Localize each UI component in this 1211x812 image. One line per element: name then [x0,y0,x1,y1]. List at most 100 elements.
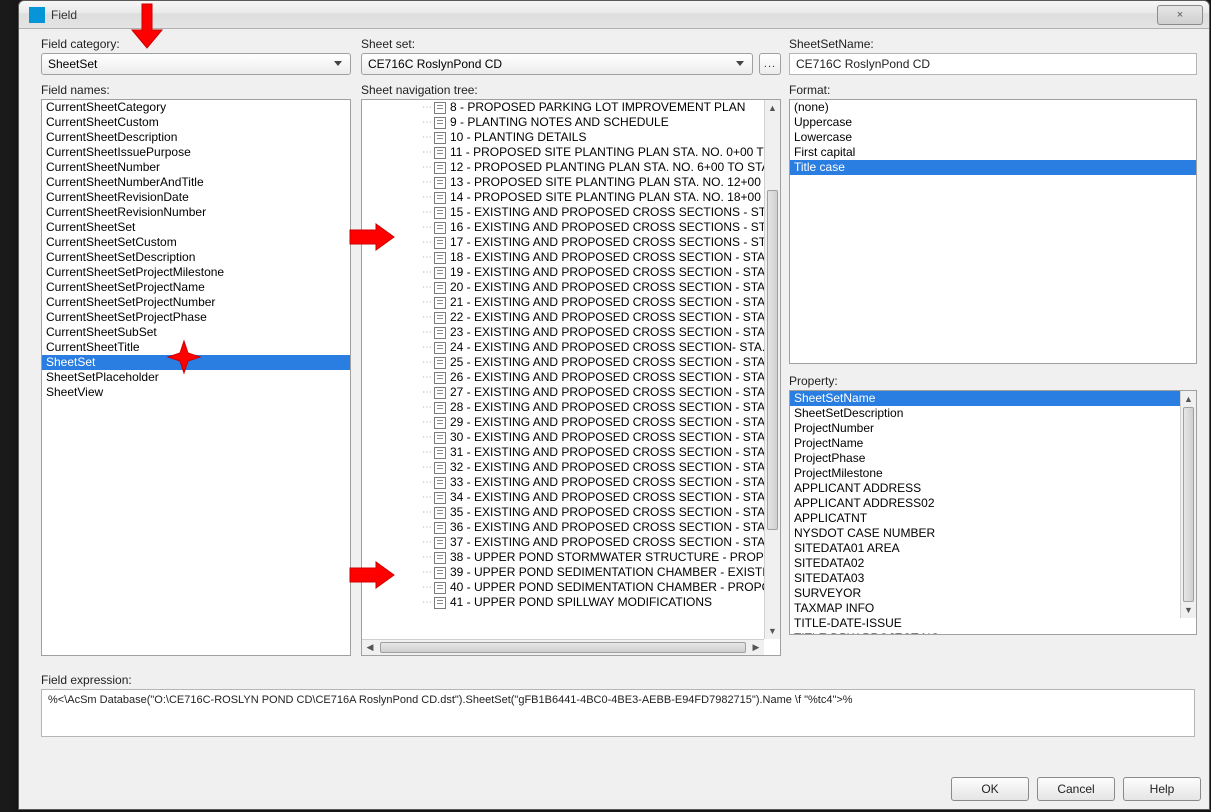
scroll-thumb-vertical[interactable] [1183,407,1194,602]
sheet-tree-item[interactable]: ⋯29 - EXISTING AND PROPOSED CROSS SECTIO… [422,415,764,430]
field-name-item[interactable]: SheetView [42,385,350,400]
scroll-right-button[interactable]: ▶ [748,640,764,655]
sheet-tree-item[interactable]: ⋯18 - EXISTING AND PROPOSED CROSS SECTIO… [422,250,764,265]
sheet-tree-item[interactable]: ⋯36 - EXISTING AND PROPOSED CROSS SECTIO… [422,520,764,535]
format-item[interactable]: (none) [790,100,1196,115]
scroll-up-button[interactable]: ▲ [1181,391,1196,407]
property-item[interactable]: TAXMAP INFO [790,601,1180,616]
property-item[interactable]: TITLE-DPW-PROJECT-NO [790,631,1180,634]
scroll-thumb-vertical[interactable] [767,190,778,530]
format-item[interactable]: Title case [790,160,1196,175]
field-category-combo[interactable]: SheetSet [41,53,351,75]
property-vertical-scrollbar[interactable]: ▲ ▼ [1180,391,1196,618]
sheet-tree-item[interactable]: ⋯21 - EXISTING AND PROPOSED CROSS SECTIO… [422,295,764,310]
format-listbox[interactable]: (none)UppercaseLowercaseFirst capitalTit… [789,99,1197,364]
format-item[interactable]: Lowercase [790,130,1196,145]
sheet-tree-item[interactable]: ⋯14 - PROPOSED SITE PLANTING PLAN STA. N… [422,190,764,205]
sheet-tree-item[interactable]: ⋯37 - EXISTING AND PROPOSED CROSS SECTIO… [422,535,764,550]
sheet-tree-item[interactable]: ⋯10 - PLANTING DETAILS [422,130,764,145]
cancel-button[interactable]: Cancel [1037,777,1115,801]
scroll-up-button[interactable]: ▲ [765,100,780,116]
field-name-item[interactable]: CurrentSheetSetProjectNumber [42,295,350,310]
sheet-tree-item[interactable]: ⋯11 - PROPOSED SITE PLANTING PLAN STA. N… [422,145,764,160]
sheet-tree-item[interactable]: ⋯19 - EXISTING AND PROPOSED CROSS SECTIO… [422,265,764,280]
scroll-down-button[interactable]: ▼ [1181,602,1196,618]
titlebar[interactable]: Field × [19,1,1209,29]
property-item[interactable]: ProjectNumber [790,421,1180,436]
sheet-tree-item[interactable]: ⋯26 - EXISTING AND PROPOSED CROSS SECTIO… [422,370,764,385]
sheet-tree-item[interactable]: ⋯31 - EXISTING AND PROPOSED CROSS SECTIO… [422,445,764,460]
sheet-tree-item[interactable]: ⋯8 - PROPOSED PARKING LOT IMPROVEMENT PL… [422,100,764,115]
field-name-item[interactable]: CurrentSheetSubSet [42,325,350,340]
tree-horizontal-scrollbar[interactable]: ◀ ▶ [362,639,764,655]
scroll-down-button[interactable]: ▼ [765,623,780,639]
sheet-tree-item[interactable]: ⋯17 - EXISTING AND PROPOSED CROSS SECTIO… [422,235,764,250]
property-item[interactable]: APPLICATNT [790,511,1180,526]
browse-button[interactable]: ... [759,53,781,75]
property-item[interactable]: APPLICANT ADDRESS [790,481,1180,496]
scroll-thumb-horizontal[interactable] [380,642,746,653]
property-item[interactable]: TITLE-DATE-ISSUE [790,616,1180,631]
property-item[interactable]: SheetSetName [790,391,1180,406]
sheet-tree-item[interactable]: ⋯32 - EXISTING AND PROPOSED CROSS SECTIO… [422,460,764,475]
sheet-tree-item[interactable]: ⋯39 - UPPER POND SEDIMENTATION CHAMBER -… [422,565,764,580]
property-item[interactable]: SURVEYOR [790,586,1180,601]
format-item[interactable]: Uppercase [790,115,1196,130]
field-name-item[interactable]: CurrentSheetNumberAndTitle [42,175,350,190]
sheet-tree-item[interactable]: ⋯16 - EXISTING AND PROPOSED CROSS SECTIO… [422,220,764,235]
sheet-tree-item[interactable]: ⋯23 - EXISTING AND PROPOSED CROSS SECTIO… [422,325,764,340]
tree-vertical-scrollbar[interactable]: ▲ ▼ [764,100,780,639]
field-name-item[interactable]: CurrentSheetIssuePurpose [42,145,350,160]
sheet-navigation-tree[interactable]: ⋯8 - PROPOSED PARKING LOT IMPROVEMENT PL… [361,99,781,656]
property-item[interactable]: SITEDATA01 AREA [790,541,1180,556]
sheet-tree-item[interactable]: ⋯33 - EXISTING AND PROPOSED CROSS SECTIO… [422,475,764,490]
sheet-tree-item[interactable]: ⋯28 - EXISTING AND PROPOSED CROSS SECTIO… [422,400,764,415]
property-item[interactable]: SheetSetDescription [790,406,1180,421]
property-item[interactable]: APPLICANT ADDRESS02 [790,496,1180,511]
field-names-listbox[interactable]: CurrentSheetCategoryCurrentSheetCustomCu… [41,99,351,656]
field-name-item[interactable]: CurrentSheetRevisionDate [42,190,350,205]
sheet-tree-item[interactable]: ⋯27 - EXISTING AND PROPOSED CROSS SECTIO… [422,385,764,400]
sheet-tree-item[interactable]: ⋯22 - EXISTING AND PROPOSED CROSS SECTIO… [422,310,764,325]
close-button[interactable]: × [1157,5,1203,25]
field-name-item[interactable]: CurrentSheetSetProjectName [42,280,350,295]
property-item[interactable]: ProjectPhase [790,451,1180,466]
sheet-tree-item[interactable]: ⋯34 - EXISTING AND PROPOSED CROSS SECTIO… [422,490,764,505]
sheet-tree-item[interactable]: ⋯30 - EXISTING AND PROPOSED CROSS SECTIO… [422,430,764,445]
field-name-item[interactable]: CurrentSheetSetDescription [42,250,350,265]
field-name-item[interactable]: CurrentSheetDescription [42,130,350,145]
field-name-item[interactable]: SheetSetPlaceholder [42,370,350,385]
sheet-tree-item[interactable]: ⋯35 - EXISTING AND PROPOSED CROSS SECTIO… [422,505,764,520]
sheet-tree-item[interactable]: ⋯40 - UPPER POND SEDIMENTATION CHAMBER -… [422,580,764,595]
field-name-item[interactable]: CurrentSheetCustom [42,115,350,130]
property-item[interactable]: NYSDOT CASE NUMBER [790,526,1180,541]
sheet-tree-item[interactable]: ⋯20 - EXISTING AND PROPOSED CROSS SECTIO… [422,280,764,295]
field-name-item[interactable]: SheetSet [42,355,350,370]
sheet-set-combo[interactable]: CE716C RoslynPond CD [361,53,753,75]
field-expression-textbox[interactable]: %<\AcSm Database("O:\CE716C-ROSLYN POND … [41,689,1195,737]
ok-button[interactable]: OK [951,777,1029,801]
field-name-item[interactable]: CurrentSheetCategory [42,100,350,115]
property-item[interactable]: SITEDATA03 [790,571,1180,586]
field-name-item[interactable]: CurrentSheetSet [42,220,350,235]
sheet-tree-item[interactable]: ⋯15 - EXISTING AND PROPOSED CROSS SECTIO… [422,205,764,220]
field-name-item[interactable]: CurrentSheetTitle [42,340,350,355]
property-item[interactable]: ProjectName [790,436,1180,451]
field-name-item[interactable]: CurrentSheetRevisionNumber [42,205,350,220]
sheet-tree-item[interactable]: ⋯38 - UPPER POND STORMWATER STRUCTURE - … [422,550,764,565]
sheet-tree-item[interactable]: ⋯9 - PLANTING NOTES AND SCHEDULE [422,115,764,130]
field-name-item[interactable]: CurrentSheetSetProjectPhase [42,310,350,325]
sheet-tree-item[interactable]: ⋯13 - PROPOSED SITE PLANTING PLAN STA. N… [422,175,764,190]
field-name-item[interactable]: CurrentSheetSetCustom [42,235,350,250]
format-item[interactable]: First capital [790,145,1196,160]
field-name-item[interactable]: CurrentSheetNumber [42,160,350,175]
sheet-tree-item[interactable]: ⋯25 - EXISTING AND PROPOSED CROSS SECTIO… [422,355,764,370]
sheet-tree-item[interactable]: ⋯12 - PROPOSED PLANTING PLAN STA. NO. 6+… [422,160,764,175]
sheet-tree-item[interactable]: ⋯24 - EXISTING AND PROPOSED CROSS SECTIO… [422,340,764,355]
property-item[interactable]: ProjectMilestone [790,466,1180,481]
property-listbox[interactable]: SheetSetNameSheetSetDescriptionProjectNu… [790,391,1180,634]
sheet-set-name-textbox[interactable]: CE716C RoslynPond CD [789,53,1197,75]
help-button[interactable]: Help [1123,777,1201,801]
sheet-tree-item[interactable]: ⋯41 - UPPER POND SPILLWAY MODIFICATIONS [422,595,764,610]
property-item[interactable]: SITEDATA02 [790,556,1180,571]
